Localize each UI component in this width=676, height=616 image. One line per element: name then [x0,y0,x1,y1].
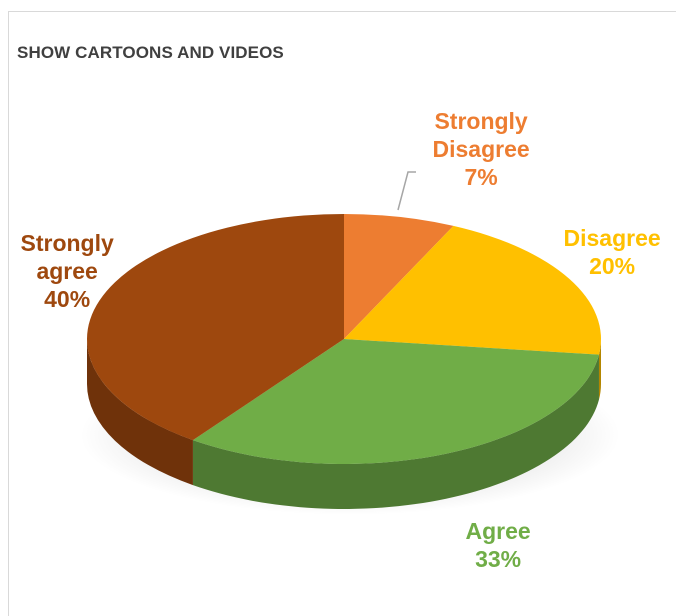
pie-sides [87,339,601,509]
data-label-category: agree [36,258,98,284]
data-label-value: 33% [475,546,522,572]
data-label-category: Strongly [434,108,528,134]
data-label-disagree: Disagree 20% [564,224,661,280]
slice-agree [192,339,599,464]
data-label-value: 40% [44,286,91,312]
data-label-agree: Agree 33% [466,517,531,573]
slice-strongly-agree [86,214,345,441]
data-label-category: Agree [465,518,531,544]
slice-side-strongly-agree [87,339,193,486]
slice-disagree [344,225,601,355]
data-label-strongly-agree: Strongly agree 40% [21,229,114,313]
data-label-category: Disagree [432,136,530,162]
leader-line [397,171,416,211]
slice-side-agree [192,354,599,509]
pie-tops [86,214,601,464]
chart-title: SHOW CARTOONS AND VIDEOS [17,43,284,62]
data-label-value: 7% [464,164,498,190]
data-label-value: 20% [589,253,636,279]
data-label-category: Disagree [563,225,661,251]
data-label-strongly-disagree: Strongly Disagree 7% [433,107,530,191]
slice-strongly-disagree [344,214,454,339]
slice-side-disagree [598,339,601,400]
data-label-category: Strongly [20,230,114,256]
